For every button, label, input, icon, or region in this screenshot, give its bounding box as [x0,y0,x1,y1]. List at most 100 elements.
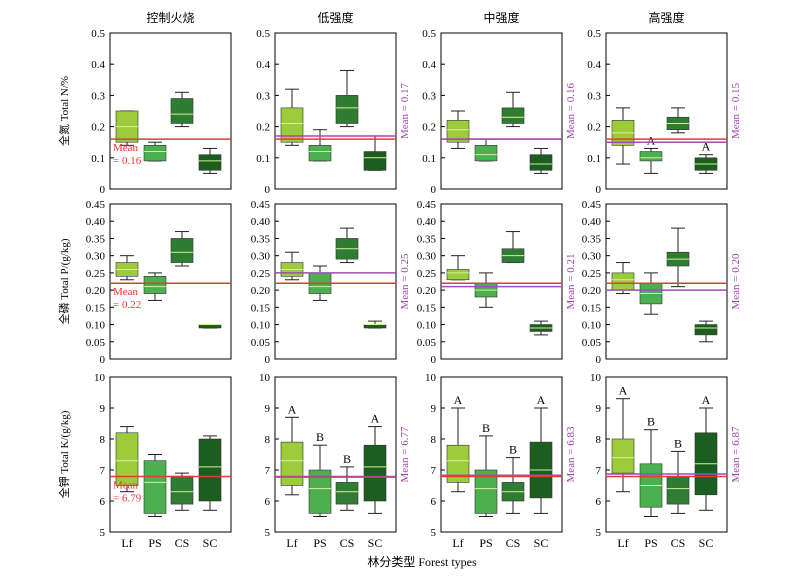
box-body [529,154,553,171]
box-CS [170,91,194,128]
y-tick-label: 9 [431,403,437,415]
y-tick-label: 9 [265,403,271,415]
box-CS: B [666,436,690,514]
y-tick-label: 0.3 [587,90,601,102]
box-body [198,154,222,171]
column-title: 高强度 [648,10,684,25]
y-tick-label: 0.45 [86,199,106,211]
y-tick-label: 0.15 [251,302,271,314]
y-tick-label: 6 [265,496,271,508]
y-tick-label: 10 [94,372,106,384]
panel: 5 6 7 8 9 10 A B B A Mean = 6.87 Lf PS CS SC [590,372,742,550]
box-PS [143,141,167,162]
y-tick-label: 10 [259,372,271,384]
box-CS [666,227,690,288]
panel: 0 0.05 0.10 0.15 0.20 0.25 0.30 0.35 0.40 0.45 Mea… [582,199,742,366]
box-CS [170,472,194,511]
x-tick-label: Lf [452,536,463,550]
control-mean-label: = 0.22 [113,299,141,311]
box-body [446,444,470,483]
y-tick-label: 0.1 [91,153,105,165]
box-body [611,272,635,291]
box-body [308,469,332,514]
y-tick-label: 0.10 [417,320,437,332]
box-body [694,324,718,336]
y-tick-label: 0.20 [251,285,271,297]
box-Lf [280,88,304,146]
panel: 0 0.05 0.10 0.15 0.20 0.25 0.30 0.35 0.40 0.45 Mea… [251,199,411,366]
control-mean-label: = 0.16 [113,155,142,167]
y-tick-label: 0.35 [251,233,271,245]
y-axis-title: 全钾 Total K/(g/kg) [57,410,71,498]
box-PS [639,272,663,315]
panel-frame [440,376,563,533]
column-title: 低强度 [317,10,353,25]
y-tick-label: 0 [596,354,602,366]
y-tick-label: 0.40 [251,216,271,228]
treatment-mean-label: Mean = 0.15 [730,83,742,139]
box-PS: A [639,133,663,174]
x-tick-label: PS [644,536,657,550]
y-tick-label: 0 [265,354,271,366]
y-tick-label: 0.4 [91,59,105,71]
y-tick-label: 9 [100,403,106,415]
treatment-mean-label: Mean = 6.77 [399,426,411,482]
treatment-mean-label: Mean = 0.25 [399,253,411,309]
y-tick-label: 0.3 [256,90,270,102]
control-mean-label: Mean [113,142,139,154]
y-tick-label: 0.35 [86,233,106,245]
significance-letter: A [702,140,711,154]
significance-letter: A [702,393,711,407]
y-tick-label: 6 [596,496,602,508]
box-SC: A [694,140,718,174]
treatment-mean-label: Mean = 6.83 [565,426,577,482]
box-Lf: A [611,384,635,493]
box-body [335,482,359,505]
y-tick-label: 7 [100,465,106,477]
panel-frame [109,32,232,190]
panel-frame [605,203,728,360]
box-Lf [280,251,304,281]
box-SC [198,324,222,329]
significance-letter: B [482,421,490,435]
panel: 0 0.1 0.2 0.3 0.4 0.5 A A Mean = 0.15 [587,28,742,196]
control-mean-label: = 6.79 [113,493,142,505]
box-Lf: A [280,402,304,496]
y-tick-label: 0.45 [417,199,437,211]
panel: 0 0.05 0.10 0.15 0.20 0.25 0.30 0.35 0.40 0.45 Mea… [417,199,577,366]
x-tick-label: Lf [286,536,297,550]
box-body [639,151,663,162]
y-tick-label: 10 [425,372,437,384]
box-body [363,444,387,502]
box-PS [308,129,332,162]
x-tick-label: SC [699,536,714,550]
y-tick-label: 0.30 [86,251,106,263]
significance-letter: A [619,384,628,398]
box-body [474,145,498,162]
box-Lf [115,110,139,146]
y-tick-label: 0 [431,184,437,196]
y-tick-label: 0.25 [582,268,602,280]
box-body [170,475,194,505]
box-SC [363,135,387,171]
y-tick-label: 0.20 [86,285,106,297]
panel-frame [274,203,397,360]
box-CS [666,107,690,134]
box-PS [474,138,498,162]
y-tick-label: 0.35 [582,233,602,245]
panel: 0 0.1 0.2 0.3 0.4 0.5 Mean = 0.17 [256,28,411,196]
y-tick-label: 0 [100,184,106,196]
box-CS [501,91,525,128]
box-CS [335,69,359,128]
box-body [143,145,167,162]
box-SC [198,435,222,511]
x-tick-label: SC [203,536,218,550]
y-tick-label: 0.45 [251,199,271,211]
y-tick-label: 0.3 [91,90,105,102]
y-tick-label: 0.40 [417,216,437,228]
box-SC [198,147,222,174]
y-tick-label: 7 [431,465,437,477]
y-tick-label: 7 [265,465,271,477]
y-tick-label: 0.30 [417,251,437,263]
